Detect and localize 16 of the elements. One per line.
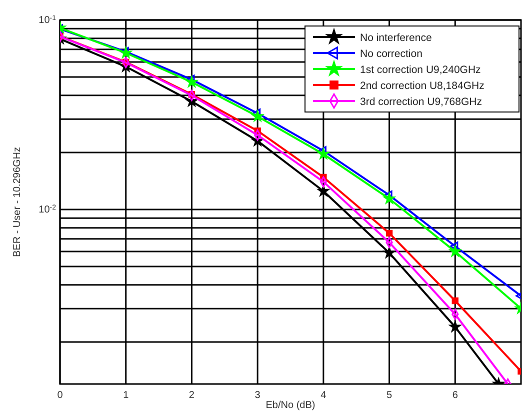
- legend-label: 2nd correction U8,184GHz: [360, 80, 484, 92]
- x-tick-label: 2: [188, 390, 195, 401]
- x-axis-title: Eb/No (dB): [266, 400, 316, 411]
- x-tick-label: 1: [123, 390, 130, 401]
- legend-label: No interference: [360, 32, 432, 44]
- x-tick-label: 6: [452, 390, 458, 401]
- x-tick-label: 4: [320, 390, 327, 401]
- y-tick-label: 10$^{-1}$: [38, 14, 56, 26]
- legend-label: 1st correction U9,240GHz: [360, 64, 481, 76]
- y-axis-title: BER - User - 10.296GHz: [12, 146, 23, 258]
- x-tick-label: 3: [254, 390, 261, 401]
- x-tick-label: 5: [386, 390, 393, 401]
- x-tick-label: 0: [57, 390, 64, 401]
- legend-label: 3rd correction U9,768GHz: [360, 96, 482, 108]
- y-tick-label: 10$^{-2}$: [38, 204, 56, 216]
- legend-label: No correction: [360, 48, 423, 60]
